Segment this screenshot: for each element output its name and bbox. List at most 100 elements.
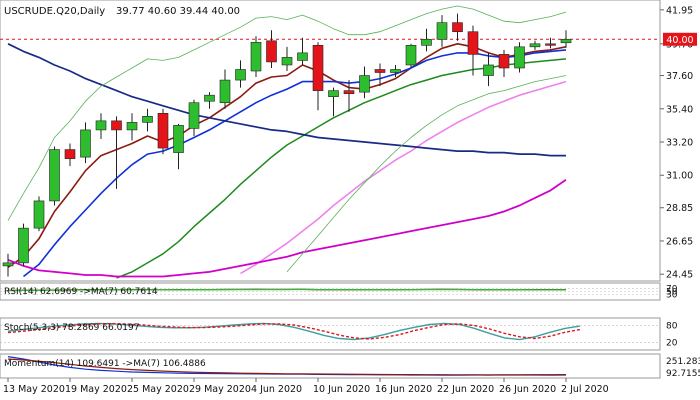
candle-body-up	[235, 69, 246, 81]
stoch-tick-label: 20	[666, 338, 678, 348]
candle	[467, 25, 479, 76]
candle-body-up	[405, 45, 417, 66]
candle	[80, 122, 91, 164]
candle-body-up	[126, 122, 138, 131]
candle-body-up	[142, 116, 153, 123]
candle-body-up	[95, 120, 107, 131]
date-tick-label: 25 May 2020	[127, 384, 189, 395]
series-line-bands-7	[286, 75, 567, 273]
candle-body-down	[343, 90, 355, 94]
price-tick-label: 35.40	[666, 104, 693, 115]
candle	[498, 49, 510, 78]
candle	[235, 60, 246, 88]
candle-body-up	[49, 149, 60, 202]
candle-body-up	[560, 38, 572, 44]
date-tick-label: 19 May 2020	[65, 384, 127, 395]
rsi-panel: RSI(14) 62.6969 ->MA(7) 60.7614	[0, 282, 661, 301]
stochastic-panel: Stoch(5,3,3) 78.2869 66.0197	[0, 317, 661, 351]
candle	[95, 113, 107, 139]
date-tick-label: 4 Jun 2020	[251, 384, 302, 395]
momentum-title: Momentum(14) 109.6491 ->MA(7) 106.4886	[4, 359, 206, 369]
price-tick-label: 28.85	[666, 203, 693, 214]
date-tick-label: 22 Jun 2020	[437, 384, 494, 395]
candle	[173, 123, 184, 170]
candle	[374, 63, 386, 87]
candle	[421, 28, 432, 52]
candle-body-up	[483, 64, 494, 76]
rsi-tick-label: 50	[666, 288, 678, 298]
candle-body-up	[281, 57, 293, 66]
candle-body-up	[18, 227, 29, 264]
candle	[483, 52, 494, 87]
date-axis: 13 May 2020 19 May 2020 25 May 2020 29 May …	[3, 378, 609, 395]
price-axis: 41.9539.7037.6035.4033.2031.0028.8526.65…	[660, 5, 700, 379]
price-panel: USCRUDE.Q20,Daily 39.77 40.60 39.44 40.0…	[0, 0, 661, 282]
candle-body-up	[529, 43, 541, 48]
price-tick-label: 24.45	[666, 270, 693, 281]
indicator-line-rsi_signal-1	[7, 288, 566, 292]
candle-body-up	[421, 38, 432, 46]
candle	[49, 146, 60, 206]
stoch-tick-label: 80	[666, 322, 678, 332]
momentum-tick-label: 251.2831	[666, 357, 700, 367]
candle	[266, 30, 277, 68]
candle-body-up	[2, 262, 14, 267]
candle	[18, 223, 29, 266]
candle	[514, 42, 525, 73]
date-tick-label: 16 Jun 2020	[375, 384, 432, 395]
candle-body-down	[452, 22, 463, 33]
date-tick-label: 13 May 2020	[3, 384, 65, 395]
series-line-bands-6	[7, 5, 567, 221]
candle	[405, 43, 417, 68]
candle-body-down	[266, 40, 277, 63]
series-line-ma_magenta-5	[7, 179, 567, 278]
candle	[142, 108, 153, 132]
momentum-tick-label: 92.7155	[666, 369, 700, 379]
candle-body-up	[33, 200, 45, 229]
candle-body-down	[498, 54, 510, 69]
candle-body-down	[157, 113, 169, 149]
candle-body-down	[64, 149, 76, 159]
rsi-title: RSI(14) 62.6969 ->MA(7) 60.7614	[4, 287, 158, 297]
price-tick-label: 26.65	[666, 236, 693, 247]
candle-body-up	[204, 94, 215, 102]
momentum-line-1	[7, 358, 567, 376]
candle	[359, 66, 370, 99]
candle-body-up	[297, 52, 308, 61]
candle-body-up	[250, 42, 262, 72]
candle	[297, 37, 308, 65]
candle-body-down	[111, 120, 122, 131]
candle	[312, 42, 324, 111]
candle	[250, 36, 262, 78]
candle	[33, 196, 45, 232]
candle-body-up	[219, 79, 231, 104]
series-line-ma_navy-4	[7, 43, 566, 157]
price-tick-label: 37.60	[666, 71, 693, 82]
rsi-tick-label: 70	[666, 285, 678, 295]
candle	[545, 37, 556, 49]
series-line-ma_pink-3	[240, 80, 567, 275]
date-tick-label: 26 Jun 2020	[499, 384, 556, 395]
chart-title: USCRUDE.Q20,Daily	[4, 6, 105, 17]
candle-body-up	[173, 125, 184, 153]
price-tick-label: 33.20	[666, 138, 693, 149]
candle	[452, 13, 463, 41]
candle-body-up	[390, 69, 401, 73]
candle-body-up	[514, 46, 525, 69]
candle	[111, 116, 122, 189]
candle-body-down	[374, 69, 386, 73]
ohlc-readout: 39.77 40.60 39.44 40.00	[116, 6, 240, 17]
candle-body-up	[188, 102, 200, 129]
candle	[328, 87, 339, 117]
candle-body-up	[359, 75, 370, 93]
candle	[343, 80, 355, 112]
rsi-tick-label: 30	[666, 291, 678, 301]
candle-body-down	[545, 43, 556, 46]
candle	[2, 253, 14, 277]
stoch-line-1	[7, 322, 581, 340]
price-tick-label: 31.00	[666, 171, 693, 182]
current-price-badge: 40.00	[663, 32, 697, 46]
momentum-panel: Momentum(14) 109.6491 ->MA(7) 106.4886	[0, 353, 661, 379]
candle-body-up	[80, 129, 91, 158]
